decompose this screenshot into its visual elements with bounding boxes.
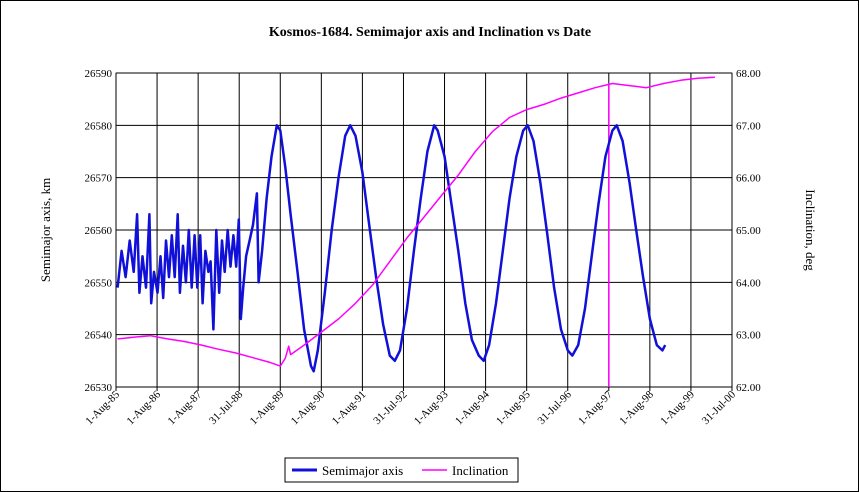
legend: Semimajor axis Inclination [284, 457, 519, 483]
x-tick-label: 1-Aug-97 [576, 388, 615, 427]
y-tick-label: 26550 [85, 277, 113, 289]
legend-label-semimajor-axis: Semimajor axis [322, 463, 403, 478]
y-tick-label: 26580 [85, 120, 113, 132]
y2-tick-label: 67.00 [736, 120, 761, 132]
y2-tick-label: 68.00 [736, 68, 761, 80]
y-tick-label: 26530 [85, 382, 113, 394]
x-tick-label: 1-Aug-95 [494, 388, 533, 427]
x-tick-label: 1-Aug-94 [453, 388, 492, 427]
x-tick-label: 1-Aug-89 [248, 388, 287, 427]
legend-label-inclination: Inclination [452, 463, 509, 478]
y-tick-label: 26540 [85, 330, 113, 342]
legend-box [284, 457, 519, 483]
y2-tick-label: 63.00 [736, 330, 761, 342]
x-tick-label: 1-Aug-93 [412, 388, 451, 427]
x-tick-label: 31-Jul-88 [207, 388, 246, 427]
x-tick-label: 1-Aug-98 [617, 388, 656, 427]
x-tick-label: 31-Jul-00 [700, 388, 739, 427]
chart-title: Kosmos-1684. Semimajor axis and Inclinat… [269, 25, 591, 40]
y2-tick-label: 66.00 [736, 173, 761, 185]
x-tick-label: 1-Aug-99 [658, 388, 697, 427]
x-tick-label: 31-Jul-92 [371, 389, 409, 427]
x-tick-label: 1-Aug-91 [330, 389, 369, 428]
y-tick-label: 26570 [85, 173, 113, 185]
y-tick-label: 26590 [85, 68, 113, 80]
x-tick-label: 1-Aug-90 [289, 388, 328, 427]
y2-tick-label: 62.00 [736, 382, 761, 394]
x-tick-label: 1-Aug-86 [124, 388, 163, 427]
y2-tick-label: 65.00 [736, 225, 761, 237]
y-axis-label: Semimajor axis, km [38, 178, 53, 282]
series-layer [116, 76, 715, 387]
x-tick-label: 31-Jul-96 [536, 388, 575, 427]
y2-axis-label: Inclination, deg [803, 189, 818, 271]
x-tick-label: 1-Aug-87 [166, 388, 205, 427]
y-tick-label: 26560 [85, 225, 113, 237]
x-tick-label: 1-Aug-85 [83, 388, 122, 427]
y2-tick-label: 64.00 [736, 277, 761, 289]
series-line-semimajor-axis [116, 124, 667, 373]
series-line-inclination [117, 76, 715, 367]
